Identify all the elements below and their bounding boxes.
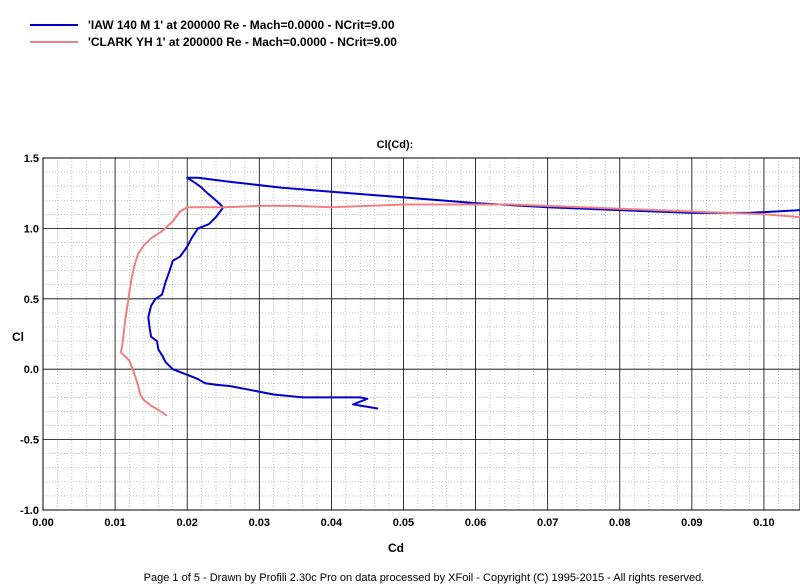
y-tick-label: -1.0 [20,505,39,517]
series-line-clark-yh [119,203,800,417]
x-tick-label: 0.01 [104,517,125,529]
footer-credit: Page 1 of 5 - Drawn by Profili 2.30c Pro… [144,572,705,584]
x-tick-label: 0.09 [681,517,702,529]
y-tick-label: 1.0 [24,223,39,235]
x-tick-label: 0.03 [249,517,270,529]
legend: 'IAW 140 M 1' at 200000 Re - Mach=0.0000… [30,18,397,49]
x-tick-label: 0.02 [176,517,197,529]
y-axis-label: Cl [12,330,24,344]
x-axis-label: Cd [388,541,404,555]
x-tick-label: 0.07 [537,517,558,529]
x-tick-label: 0.05 [393,517,414,529]
major-grid [43,158,800,510]
y-tick-labels: 1.5 1.0 0.5 0.0 -0.5 -1.0 [20,153,39,517]
x-tick-label: 0.04 [321,517,343,529]
x-tick-label: 0.10 [753,517,774,529]
x-tick-label: 0.08 [609,517,630,529]
y-tick-label: -0.5 [20,435,39,447]
x-tick-label: 0.00 [32,517,53,529]
y-tick-label: 0.5 [24,294,39,306]
y-tick-label: 0.0 [24,364,39,376]
chart-title: Cl(Cd): [377,139,414,151]
x-tick-label: 0.06 [465,517,486,529]
x-tick-labels: 0.00 0.01 0.02 0.03 0.04 0.05 0.06 0.07 0.08 0.09… [32,517,774,529]
series-line-iaw-140-m [147,176,800,410]
legend-label-clark-yh: 'CLARK YH 1' at 200000 Re - Mach=0.0000 … [88,35,397,49]
series-layer [119,176,800,417]
legend-label-iaw-140: 'IAW 140 M 1' at 200000 Re - Mach=0.0000… [88,18,395,32]
plot-frame [42,157,800,511]
minor-grid [43,158,800,510]
y-tick-label: 1.5 [24,153,39,165]
